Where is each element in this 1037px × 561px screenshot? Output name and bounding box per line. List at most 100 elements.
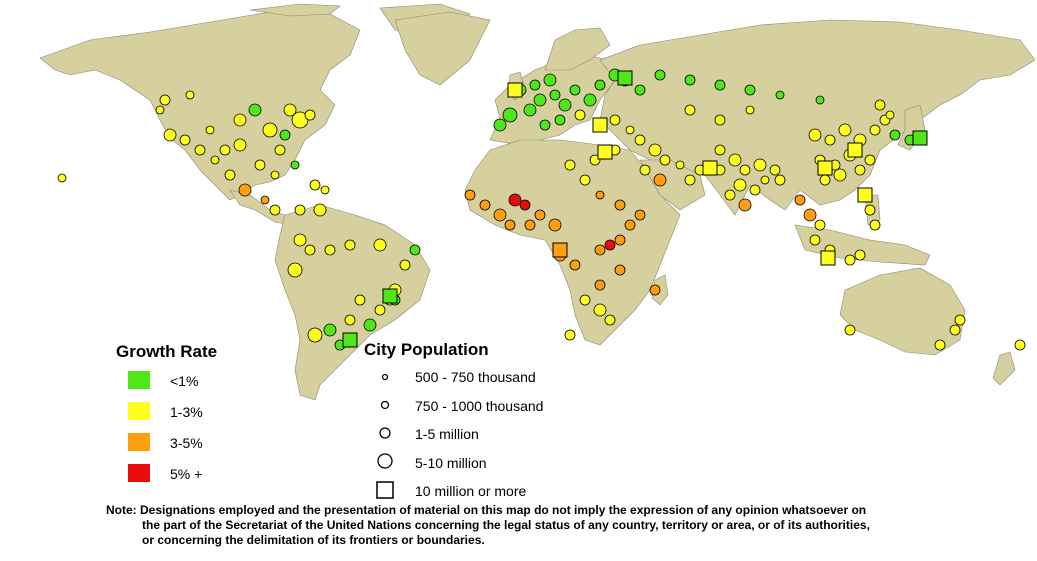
population-label-10m-plus: 10 million or more bbox=[415, 483, 527, 499]
city-marker bbox=[954, 314, 966, 326]
city-marker bbox=[728, 153, 742, 167]
city-marker bbox=[493, 118, 507, 132]
megacity-marker bbox=[552, 242, 568, 258]
city-marker bbox=[745, 105, 755, 115]
city-marker bbox=[344, 239, 356, 251]
city-marker bbox=[749, 184, 761, 196]
megacity-marker bbox=[507, 82, 523, 98]
city-marker bbox=[248, 103, 262, 117]
city-marker bbox=[854, 249, 866, 261]
city-marker bbox=[579, 174, 591, 186]
cities-layer bbox=[57, 68, 1026, 351]
city-marker bbox=[833, 168, 847, 182]
city-marker bbox=[519, 199, 531, 211]
city-marker bbox=[794, 194, 806, 206]
megacity-marker bbox=[597, 144, 613, 160]
city-marker bbox=[219, 144, 231, 156]
city-marker bbox=[399, 259, 411, 271]
growth-swatch-1 bbox=[128, 402, 150, 420]
city-marker bbox=[684, 104, 696, 116]
city-marker bbox=[262, 122, 278, 138]
city-marker bbox=[179, 134, 191, 146]
city-marker bbox=[625, 125, 635, 135]
city-marker bbox=[738, 198, 752, 212]
city-marker bbox=[373, 238, 387, 252]
city-marker bbox=[543, 73, 557, 87]
city-marker bbox=[564, 329, 576, 341]
city-marker bbox=[594, 79, 606, 91]
city-marker bbox=[583, 93, 597, 107]
growth-swatch-0 bbox=[128, 371, 150, 389]
land-layer bbox=[39, 3, 1036, 401]
city-marker bbox=[523, 103, 537, 117]
megacity-marker bbox=[617, 70, 633, 86]
city-marker bbox=[824, 134, 836, 146]
city-marker bbox=[274, 144, 286, 156]
city-marker bbox=[869, 124, 881, 136]
city-marker bbox=[760, 175, 770, 185]
city-marker bbox=[323, 323, 337, 337]
city-marker bbox=[733, 178, 747, 192]
city-marker bbox=[854, 164, 866, 176]
population-label-5-10m: 5-10 million bbox=[415, 455, 487, 471]
city-marker bbox=[753, 158, 767, 172]
city-marker bbox=[539, 119, 551, 131]
city-marker bbox=[819, 174, 831, 186]
city-marker bbox=[684, 74, 696, 86]
city-marker bbox=[614, 199, 626, 211]
city-marker bbox=[155, 105, 165, 115]
city-marker bbox=[493, 208, 507, 222]
city-marker bbox=[324, 244, 336, 256]
city-marker bbox=[290, 160, 300, 170]
growth-label-3-5: 3-5% bbox=[170, 435, 203, 451]
city-marker bbox=[279, 129, 291, 141]
legend-symbols bbox=[128, 371, 394, 499]
population-label-500-750: 500 - 750 thousand bbox=[415, 369, 536, 385]
city-marker bbox=[809, 234, 821, 246]
city-marker bbox=[864, 154, 876, 166]
city-marker bbox=[634, 84, 646, 96]
city-marker bbox=[564, 159, 576, 171]
city-marker bbox=[270, 170, 280, 180]
city-marker bbox=[569, 84, 581, 96]
city-marker bbox=[549, 89, 561, 101]
city-marker bbox=[254, 159, 266, 171]
city-marker bbox=[675, 160, 685, 170]
megacity-marker bbox=[857, 187, 873, 203]
population-symbol-0 bbox=[381, 373, 389, 381]
city-marker bbox=[714, 79, 726, 91]
city-marker bbox=[524, 219, 536, 231]
megacity-marker bbox=[847, 142, 863, 158]
megacity-marker bbox=[342, 332, 358, 348]
city-marker bbox=[634, 134, 646, 146]
population-symbol-1 bbox=[380, 400, 390, 410]
note-line-1: Note: Designations employed and the pres… bbox=[106, 503, 867, 517]
growth-label-lt1: <1% bbox=[170, 373, 199, 389]
population-symbol-3 bbox=[377, 453, 393, 469]
city-marker bbox=[504, 219, 516, 231]
city-marker bbox=[304, 109, 316, 121]
city-marker bbox=[1014, 339, 1026, 351]
megacity-marker bbox=[702, 160, 718, 176]
population-symbol-2 bbox=[379, 427, 391, 439]
city-marker bbox=[714, 144, 726, 156]
city-marker bbox=[558, 98, 572, 112]
city-marker bbox=[869, 219, 881, 231]
city-marker bbox=[224, 169, 236, 181]
city-marker bbox=[309, 179, 321, 191]
city-marker bbox=[609, 114, 621, 126]
city-marker bbox=[320, 185, 330, 195]
city-marker bbox=[163, 128, 177, 142]
city-marker bbox=[595, 190, 605, 200]
note-line-3: or concerning the delimitation of its fr… bbox=[142, 533, 485, 547]
city-marker bbox=[634, 209, 646, 221]
city-marker bbox=[885, 110, 895, 120]
city-marker bbox=[294, 204, 306, 216]
city-marker bbox=[374, 304, 386, 316]
megacity-marker bbox=[820, 250, 836, 266]
megacity-marker bbox=[592, 117, 608, 133]
city-marker bbox=[874, 99, 886, 111]
city-marker bbox=[269, 204, 281, 216]
